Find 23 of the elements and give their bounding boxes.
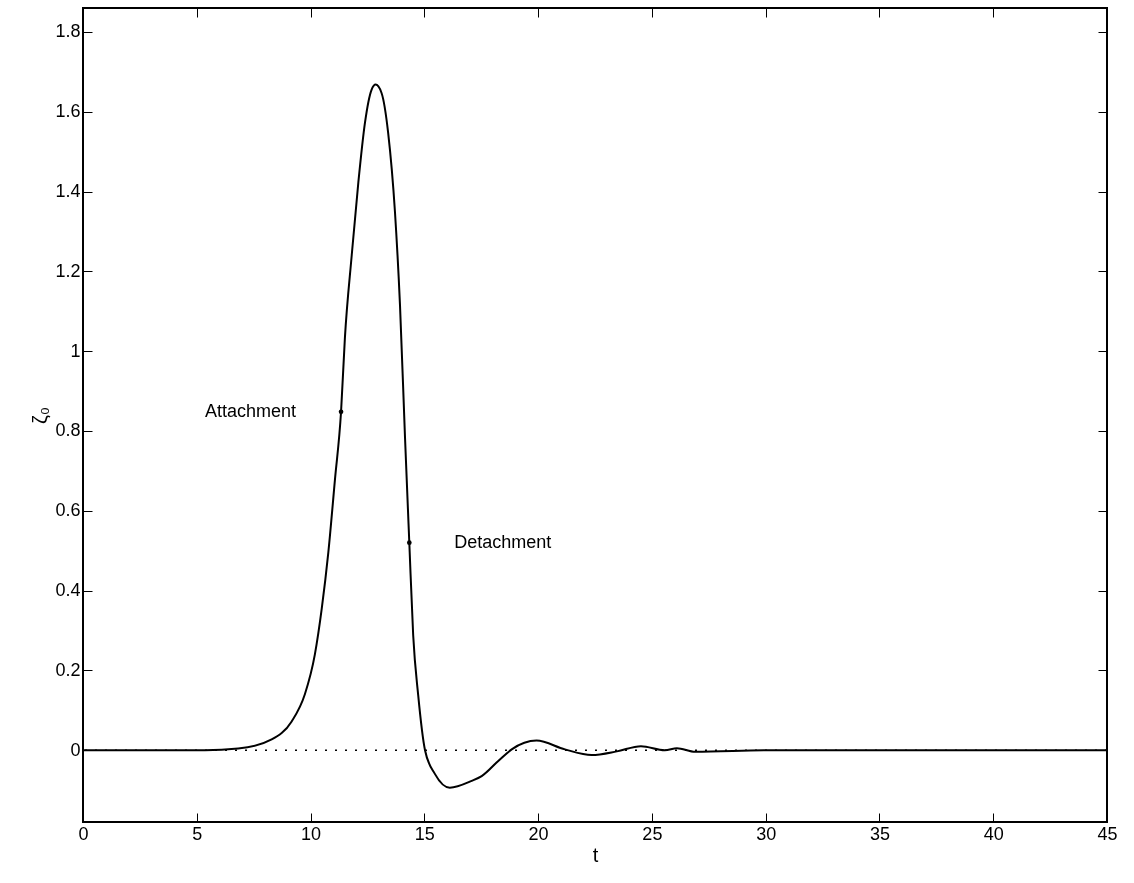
x-tick-label: 5: [192, 823, 203, 844]
y-tick-label: 0: [70, 739, 81, 760]
y-tick-label: 1.8: [55, 21, 81, 42]
x-tick-label: 45: [1097, 823, 1118, 844]
x-tick-label: 30: [756, 823, 777, 844]
annotation: Attachment: [205, 400, 297, 421]
y-tick-label: 1: [70, 340, 81, 361]
x-axis-title: t: [592, 843, 599, 866]
y-tick-label: 0.4: [55, 580, 81, 601]
x-tick-label: 15: [414, 823, 435, 844]
x-tick-label: 25: [642, 823, 663, 844]
x-tick-label: 20: [528, 823, 549, 844]
y-axis-title: ζ₀: [29, 406, 52, 425]
x-tick-label: 35: [869, 823, 890, 844]
y-tick-label: 0.6: [55, 500, 81, 521]
x-tick-label: 10: [301, 823, 322, 844]
y-tick-label: 1.2: [55, 260, 81, 281]
y-tick-label: 1.6: [55, 101, 81, 122]
y-tick-label: 0.2: [55, 659, 81, 680]
x-tick-label: 40: [983, 823, 1004, 844]
y-tick-label: 0.8: [55, 420, 81, 441]
annotation: Detachment: [454, 531, 552, 552]
y-tick-label: 1.4: [55, 181, 81, 202]
